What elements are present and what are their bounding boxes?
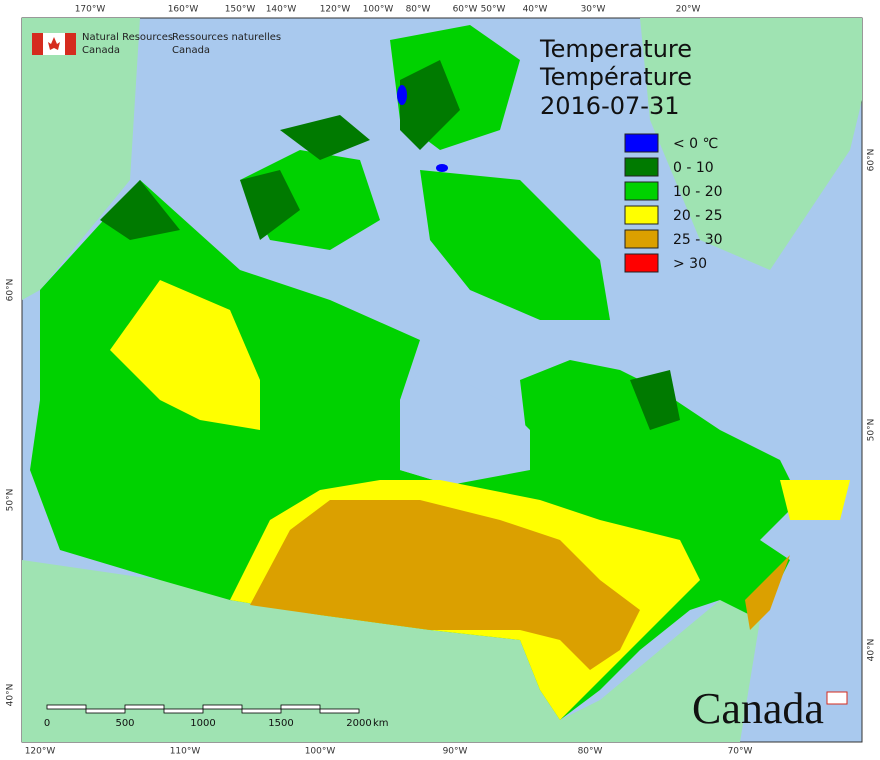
scale-segment — [124, 704, 165, 710]
graticule-label: 150°W — [225, 5, 256, 15]
legend-swatch — [624, 229, 659, 249]
graticule-label: 110°W — [170, 747, 201, 757]
wordmark-flag — [826, 691, 848, 705]
scale-segment — [85, 708, 126, 714]
legend-swatch — [624, 253, 659, 273]
scale-label: 500 — [115, 718, 134, 729]
org-en: Natural Resources — [82, 32, 173, 43]
land — [22, 18, 862, 742]
graticule-label: 70°W — [728, 747, 753, 757]
legend-swatch — [624, 205, 659, 225]
graticule-label: 120°W — [320, 5, 351, 15]
scale-segment — [241, 708, 282, 714]
scale-label: 2000 — [346, 718, 371, 729]
scale-bar: 0 500 1000 1500 2000 km — [44, 704, 389, 729]
graticule-label: 90°W — [443, 747, 468, 757]
graticule-label: 120°W — [25, 747, 56, 757]
legend: < 0 ℃ 0 - 10 10 - 20 20 - 25 25 - 30 > 30 — [624, 133, 723, 273]
graticule-label: 100°W — [305, 747, 336, 757]
graticule-label: 20°W — [676, 5, 701, 15]
legend-swatch — [624, 133, 659, 153]
graticule-label: 80°W — [406, 5, 431, 15]
graticule-label: 100°W — [363, 5, 394, 15]
scale-segment — [202, 704, 243, 710]
flag-band — [32, 33, 43, 55]
scale-segment — [163, 708, 204, 714]
graticule-label: 60°W — [453, 5, 478, 15]
legend-swatch — [624, 181, 659, 201]
scale-label: 0 — [44, 718, 50, 729]
legend-label: > 30 — [673, 256, 707, 272]
title-fr: Température — [539, 63, 692, 91]
graticule-label: 60°N — [867, 149, 877, 172]
graticule-label: 60°N — [6, 279, 16, 302]
org-fr: Canada — [172, 45, 210, 56]
graticule-label: 160°W — [168, 5, 199, 15]
scale-unit: km — [373, 718, 389, 729]
graticule-label: 40°N — [867, 639, 877, 662]
graticule-label: 30°W — [581, 5, 606, 15]
graticule-label: 50°N — [867, 419, 877, 442]
graticule-label: 50°N — [6, 489, 16, 512]
scale-label: 1500 — [268, 718, 293, 729]
flag-band — [65, 33, 76, 55]
legend-label: 20 - 25 — [673, 208, 723, 224]
graticule-label: 80°W — [578, 747, 603, 757]
legend-label: 10 - 20 — [673, 184, 723, 200]
scale-segment — [46, 704, 87, 710]
org-fr: Ressources naturelles — [172, 32, 281, 43]
wordmark: Canada — [692, 684, 824, 733]
date: 2016-07-31 — [540, 92, 679, 120]
graticule-label: 140°W — [266, 5, 297, 15]
legend-label: < 0 ℃ — [673, 136, 718, 152]
maple-leaf — [48, 37, 60, 50]
title-en: Temperature — [539, 35, 692, 63]
graticule-label: 170°W — [75, 5, 106, 15]
graticule-label: 50°W — [481, 5, 506, 15]
legend-label: 25 - 30 — [673, 232, 723, 248]
scale-segment — [319, 708, 360, 714]
scale-segment — [280, 704, 321, 710]
graticule: 170°W 160°W 150°W 140°W 120°W 100°W 80°W 60°W 50… — [6, 5, 877, 757]
legend-swatch — [624, 157, 659, 177]
org-en: Canada — [82, 45, 120, 56]
graticule-label: 40°W — [523, 5, 548, 15]
graticule-label: 40°N — [6, 684, 16, 707]
legend-label: 0 - 10 — [673, 160, 714, 176]
scale-label: 1000 — [190, 718, 215, 729]
